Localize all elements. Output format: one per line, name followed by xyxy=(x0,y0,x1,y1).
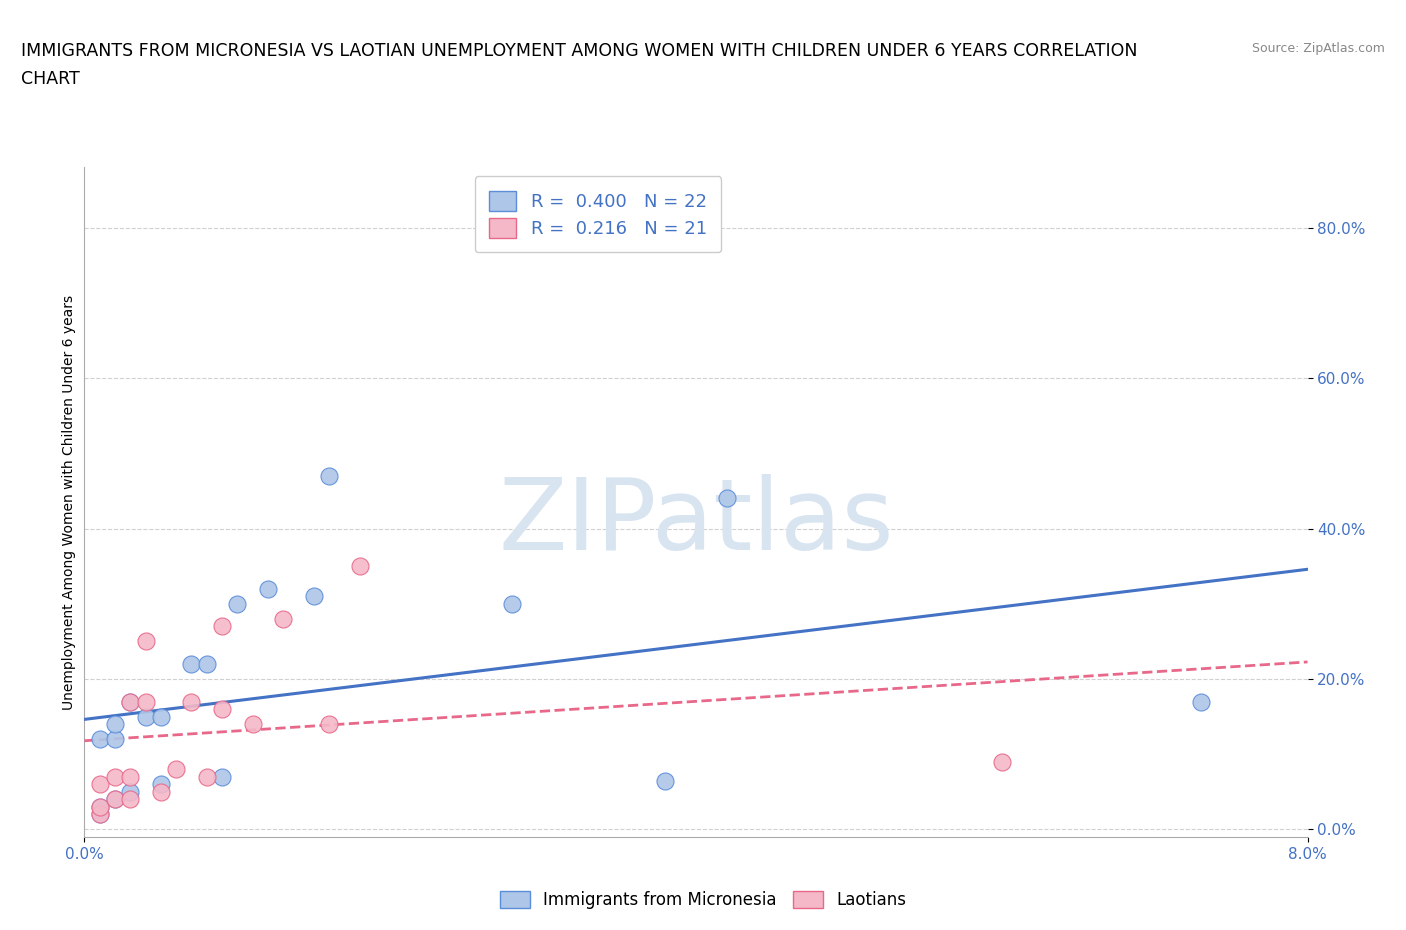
Point xyxy=(104,732,127,747)
Text: IMMIGRANTS FROM MICRONESIA VS LAOTIAN UNEMPLOYMENT AMONG WOMEN WITH CHILDREN UND: IMMIGRANTS FROM MICRONESIA VS LAOTIAN UN… xyxy=(21,42,1137,60)
Point xyxy=(135,694,157,709)
Point xyxy=(349,559,371,574)
Point xyxy=(104,717,127,732)
Point xyxy=(120,694,142,709)
Y-axis label: Unemployment Among Women with Children Under 6 years: Unemployment Among Women with Children U… xyxy=(62,295,76,710)
Point xyxy=(149,777,172,791)
Point xyxy=(501,596,523,611)
Point xyxy=(990,754,1012,769)
Point xyxy=(89,777,111,791)
Point xyxy=(135,710,157,724)
Point xyxy=(120,784,142,799)
Point xyxy=(211,701,233,716)
Point xyxy=(89,807,111,822)
Point xyxy=(180,657,202,671)
Point xyxy=(318,469,340,484)
Point xyxy=(89,807,111,822)
Point xyxy=(1189,694,1212,709)
Point xyxy=(654,773,676,788)
Point xyxy=(211,769,233,784)
Point xyxy=(120,792,142,807)
Point xyxy=(180,694,202,709)
Point xyxy=(120,769,142,784)
Point xyxy=(195,657,218,671)
Point xyxy=(149,784,172,799)
Point xyxy=(226,596,249,611)
Text: ZIPatlas: ZIPatlas xyxy=(498,473,894,571)
Point xyxy=(271,611,294,626)
Point xyxy=(120,694,142,709)
Point xyxy=(211,618,233,633)
Point xyxy=(104,769,127,784)
Point xyxy=(318,717,340,732)
Point xyxy=(242,717,264,732)
Point xyxy=(257,581,280,596)
Point xyxy=(149,710,172,724)
Legend: R =  0.400   N = 22, R =  0.216   N = 21: R = 0.400 N = 22, R = 0.216 N = 21 xyxy=(475,177,721,252)
Point xyxy=(89,800,111,815)
Point xyxy=(104,792,127,807)
Point xyxy=(716,491,738,506)
Point xyxy=(104,792,127,807)
Point xyxy=(135,634,157,649)
Point xyxy=(302,589,325,604)
Text: Source: ZipAtlas.com: Source: ZipAtlas.com xyxy=(1251,42,1385,55)
Point xyxy=(89,732,111,747)
Point xyxy=(89,800,111,815)
Point xyxy=(165,762,187,777)
Legend: Immigrants from Micronesia, Laotians: Immigrants from Micronesia, Laotians xyxy=(491,883,915,917)
Text: CHART: CHART xyxy=(21,70,80,87)
Point xyxy=(195,769,218,784)
